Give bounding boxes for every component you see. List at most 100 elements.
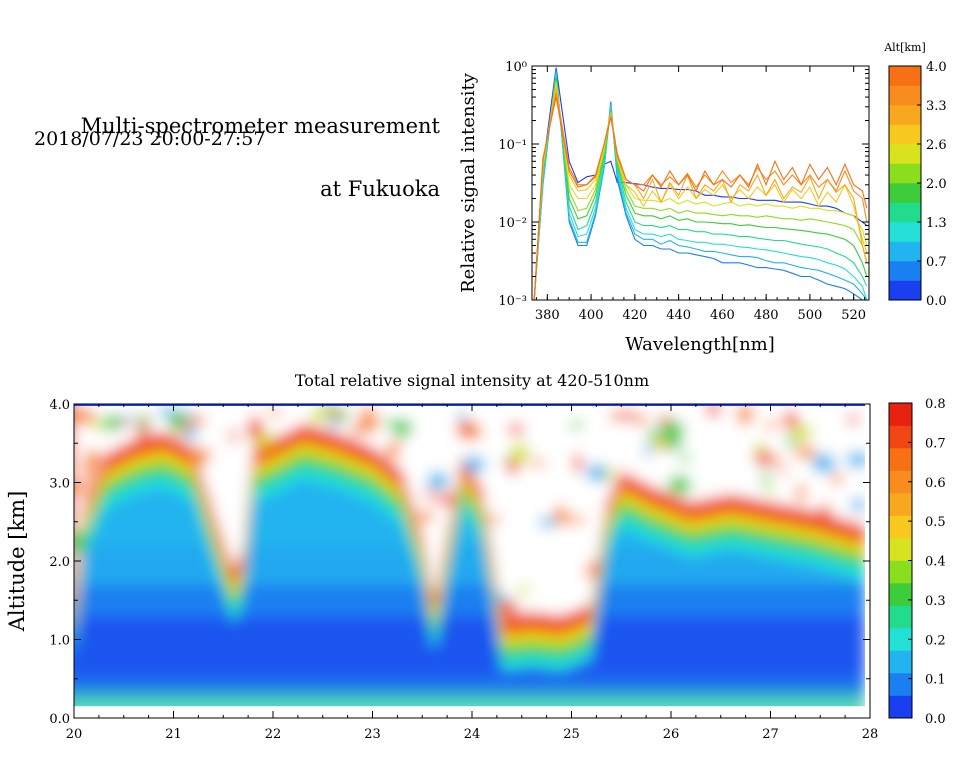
heatmap-texture-patch xyxy=(385,445,401,459)
altitude-colorbar-title: Alt[km] xyxy=(883,41,926,54)
heatmap-texture-patch xyxy=(494,593,509,602)
intensity-colorbar-swatch xyxy=(889,493,912,516)
heatmap-texture-patch xyxy=(425,490,436,500)
heatmap-texture-patch xyxy=(185,426,197,441)
intensity-colorbar-tick-label: 0.1 xyxy=(925,673,946,688)
altitude-colorbar-swatch xyxy=(889,144,921,164)
heatmap-texture-patch xyxy=(102,414,121,431)
altitude-colorbar-tick-label: 0.7 xyxy=(926,255,947,270)
intensity-colorbar-tick-label: 0.8 xyxy=(925,397,946,412)
heatmap-texture-patch xyxy=(463,456,486,473)
heatmap-texture-patch xyxy=(654,431,665,450)
heatmap-texture-patch xyxy=(185,409,193,421)
intensity-colorbar-swatch xyxy=(889,628,912,651)
spectrum-lines xyxy=(533,67,868,300)
heatmap-panel: Total relative signal intensity at 420-5… xyxy=(5,371,946,742)
heatmap-texture-patch xyxy=(84,449,101,466)
heatmap-band xyxy=(74,674,866,692)
heatmap-texture-patch xyxy=(229,429,238,443)
heatmap-texture-patch xyxy=(74,481,88,495)
spectrum-series-6 xyxy=(533,80,868,300)
heatmap-texture-patch xyxy=(791,423,813,442)
spectrum-y-ticks: 10⁻³ 10⁻² 10⁻¹ 10⁰ xyxy=(498,60,869,309)
heatmap-texture-patch xyxy=(553,505,568,526)
heatmap-x-tick-label: 20 xyxy=(66,727,83,742)
intensity-colorbar-tick-label: 0.0 xyxy=(925,712,946,727)
heatmap-x-ticks: 20 21 22 23 24 25 26 27 28 xyxy=(66,404,879,742)
heatmap-texture-patch xyxy=(610,411,617,422)
heatmap-field xyxy=(74,404,870,718)
intensity-colorbar-swatch xyxy=(889,583,912,606)
heatmap-x-tick-label: 22 xyxy=(265,727,282,742)
heatmap-texture-patch xyxy=(527,569,547,591)
page-subtitle: 2018/07/23 20:00-27:57 xyxy=(34,128,266,150)
heatmap-x-tick-label: 26 xyxy=(663,727,680,742)
intensity-colorbar-swatch xyxy=(889,425,912,449)
heatmap-saturated-region xyxy=(74,404,866,616)
heatmap-x-tick-label: 27 xyxy=(762,727,779,742)
altitude-colorbar-swatch xyxy=(889,105,921,125)
intensity-colorbar-swatch xyxy=(889,673,912,696)
heatmap-texture-patch xyxy=(186,417,197,428)
heatmap-texture-patch xyxy=(74,531,87,553)
altitude-colorbar-tick-label: 2.0 xyxy=(926,177,947,192)
heatmap-y-axis-label: Altitude [km] xyxy=(5,491,29,633)
heatmap-x-tick-label: 21 xyxy=(165,727,182,742)
heatmap-x-tick-label: 25 xyxy=(563,727,580,742)
heatmap-y-tick-label: 2.0 xyxy=(49,555,70,570)
heatmap-texture-patch xyxy=(203,480,212,487)
heatmap-texture-patch xyxy=(573,453,583,473)
intensity-colorbar-swatch xyxy=(889,448,912,471)
heatmap-texture-patch xyxy=(767,484,775,494)
heatmap-band xyxy=(74,702,866,708)
intensity-colorbar-tick-label: 0.7 xyxy=(925,436,946,451)
heatmap-texture-patch xyxy=(510,442,530,464)
heatmap-x-tick-label: 23 xyxy=(364,727,381,742)
heatmap-x-tick-label: 28 xyxy=(862,727,879,742)
heatmap-y-tick-label: 1.0 xyxy=(49,634,70,649)
heatmap-texture-patch xyxy=(437,493,455,506)
heatmap-texture-patch xyxy=(209,495,219,504)
heatmap-texture-patch xyxy=(139,408,153,417)
heatmap-texture-patch xyxy=(519,583,529,598)
heatmap-texture-patch xyxy=(585,565,596,579)
intensity-colorbar-tick-label: 0.2 xyxy=(925,633,946,648)
heatmap-texture-patch xyxy=(246,427,265,439)
heatmap-texture-patch xyxy=(537,518,559,527)
intensity-colorbar-swatch xyxy=(889,695,912,719)
spectrum-x-tick-label: 400 xyxy=(579,308,604,323)
heatmap-band xyxy=(74,694,866,703)
heatmap-top-edge xyxy=(74,404,866,406)
spectrum-y-axis-label: Relative signal intensity xyxy=(458,72,479,293)
altitude-colorbar-swatch xyxy=(889,163,921,184)
altitude-colorbar-swatch xyxy=(889,66,921,86)
heatmap-texture-patch xyxy=(604,466,615,482)
heatmap-band xyxy=(74,584,866,617)
spectrum-x-axis-label: Wavelength[nm] xyxy=(625,334,775,355)
heatmap-texture-patch xyxy=(819,504,832,516)
heatmap-y-ticks: 0.0 1.0 2.0 3.0 4.0 xyxy=(49,398,870,727)
heatmap-texture-patch xyxy=(763,422,782,429)
intensity-colorbar-tick-label: 0.4 xyxy=(925,555,946,570)
heatmap-texture-patch xyxy=(812,454,836,473)
heatmap-texture-patch xyxy=(461,419,472,439)
heatmap-texture-patch xyxy=(796,483,806,503)
spectrum-x-tick-label: 500 xyxy=(798,308,823,323)
intensity-colorbar-swatch xyxy=(889,403,912,426)
heatmap-texture-patch xyxy=(736,404,754,425)
intensity-colorbar-swatch xyxy=(889,605,912,629)
spectrum-series-2 xyxy=(533,71,868,300)
heatmap-texture-patch xyxy=(754,450,773,466)
altitude-colorbar-tick-label: 0.0 xyxy=(926,294,947,309)
heatmap-texture-patch xyxy=(679,454,692,462)
spectrum-x-tick-label: 380 xyxy=(535,308,560,323)
heatmap-texture-patch xyxy=(615,410,637,421)
spectrum-y-tick-label: 10⁻¹ xyxy=(498,138,527,153)
heatmap-texture-patch xyxy=(190,447,212,465)
heatmap-texture-patch xyxy=(656,416,674,423)
altitude-colorbar-swatch xyxy=(889,183,921,203)
heatmap-texture-patch xyxy=(168,412,189,433)
heatmap-texture-patch xyxy=(270,405,279,420)
heatmap-y-tick-label: 3.0 xyxy=(49,477,70,492)
